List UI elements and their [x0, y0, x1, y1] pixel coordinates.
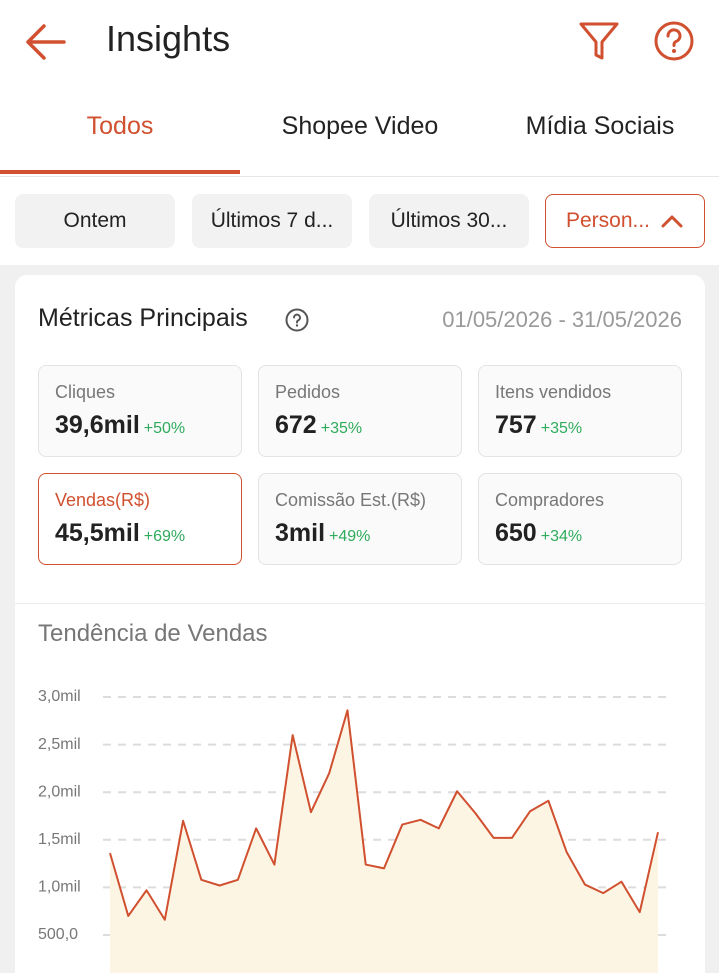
- date-range: 01/05/2026 - 31/05/2026: [442, 307, 682, 332]
- metric-value: 3mil: [275, 519, 326, 547]
- page-title: Insights: [106, 18, 231, 59]
- metric-value: 757: [495, 411, 537, 439]
- chip-label: Últimos 7 d...: [210, 209, 334, 232]
- tab-underline: [0, 170, 240, 174]
- back-button[interactable]: [24, 22, 68, 62]
- filter-chip[interactable]: Últimos 7 d...: [192, 194, 352, 248]
- chart-title: Tendência de Vendas: [38, 620, 268, 647]
- metric-card[interactable]: Comissão Est.(R$) 3mil +49%: [258, 473, 462, 565]
- metric-value: 39,6mil: [55, 411, 140, 439]
- line: [109, 709, 659, 921]
- y-tick-label: 1,0mil: [38, 879, 81, 896]
- metric-change: +69%: [143, 528, 186, 545]
- area-fill: [110, 710, 658, 973]
- metric-row: 3mil +49%: [275, 519, 461, 548]
- metric-card[interactable]: Cliques 39,6mil +50%: [38, 365, 242, 457]
- metric-label: Vendas(R$): [55, 490, 151, 510]
- chip-label: Ontem: [63, 209, 127, 232]
- metric-change: +34%: [540, 528, 583, 545]
- metric-card[interactable]: Vendas(R$) 45,5mil +69%: [38, 473, 242, 565]
- metric-value: 672: [275, 411, 317, 439]
- info-icon[interactable]: [284, 307, 310, 333]
- filter-chip[interactable]: Últimos 30...: [369, 194, 529, 248]
- filter-chip[interactable]: Person...: [545, 194, 705, 248]
- y-tick-label: 3,0mil: [38, 688, 81, 705]
- metric-label: Itens vendidos: [495, 382, 612, 402]
- metric-label: Cliques: [55, 382, 116, 402]
- metric-row: 672 +35%: [275, 411, 461, 440]
- metric-change: +49%: [329, 528, 371, 545]
- y-tick-label: 1,5mil: [38, 831, 81, 848]
- y-tick-label: 2,0mil: [38, 783, 81, 800]
- metric-value: 45,5mil: [55, 519, 140, 547]
- metric-row: 45,5mil +69%: [55, 519, 241, 548]
- tab[interactable]: Mídia Sociais: [525, 112, 675, 140]
- divider: [15, 603, 705, 604]
- metric-card[interactable]: Pedidos 672 +35%: [258, 365, 462, 457]
- chart: 500,0 1,0mil 1,5mil 2,0mil 2,5mil 3,0mil: [38, 688, 668, 973]
- chip-label: Últimos 30...: [390, 209, 508, 232]
- y-tick-label: 500,0: [38, 926, 78, 943]
- metric-row: 650 +34%: [495, 519, 681, 548]
- metric-row: 39,6mil +50%: [55, 411, 241, 440]
- tab[interactable]: Shopee Video: [281, 112, 439, 140]
- metric-value: 650: [495, 519, 537, 547]
- metric-label: Comissão Est.(R$): [275, 490, 427, 510]
- metric-card[interactable]: Compradores 650 +34%: [478, 473, 682, 565]
- tab[interactable]: Todos: [86, 112, 154, 140]
- chevron-up: [661, 215, 683, 228]
- metric-row: 757 +35%: [495, 411, 681, 440]
- help-icon[interactable]: [653, 20, 695, 62]
- divider: [0, 176, 719, 177]
- metric-change: +50%: [143, 420, 186, 437]
- filter-icon[interactable]: [578, 20, 620, 62]
- filter-chip[interactable]: Ontem: [15, 194, 175, 248]
- metric-card[interactable]: Itens vendidos 757 +35%: [478, 365, 682, 457]
- y-tick-label: 2,5mil: [38, 736, 81, 753]
- metric-change: +35%: [320, 420, 363, 437]
- metric-label: Pedidos: [275, 382, 341, 402]
- section-title: Métricas Principais: [38, 304, 248, 332]
- metric-change: +35%: [540, 420, 583, 437]
- chip-label: Person...: [565, 209, 651, 232]
- metric-label: Compradores: [495, 490, 605, 510]
